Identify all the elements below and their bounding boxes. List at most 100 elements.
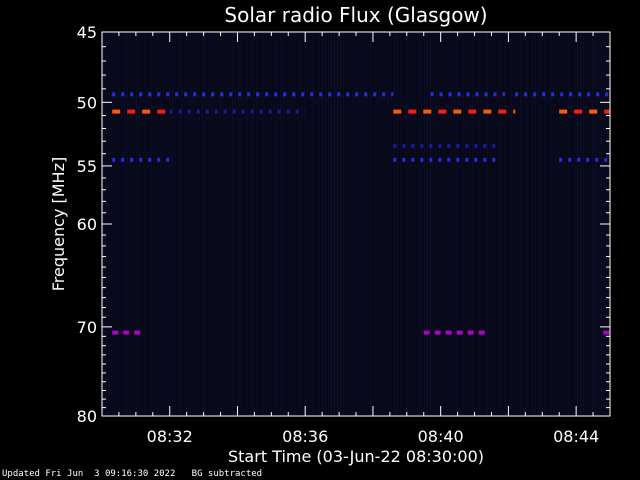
y-tick-label: 60 bbox=[77, 215, 97, 234]
band-mark bbox=[268, 109, 272, 114]
noise-column bbox=[133, 33, 134, 415]
noise-column bbox=[415, 33, 416, 415]
band-mark bbox=[259, 109, 263, 114]
noise-column bbox=[469, 33, 470, 415]
band-mark bbox=[502, 92, 505, 97]
noise-column bbox=[145, 33, 146, 415]
band-mark bbox=[393, 144, 397, 149]
noise-column bbox=[538, 33, 539, 415]
x-axis-label: Start Time (03-Jun-22 08:30:00) bbox=[228, 447, 484, 466]
noise-column bbox=[301, 33, 302, 415]
noise-column bbox=[475, 33, 476, 415]
band-mark bbox=[169, 109, 173, 114]
band-mark bbox=[542, 92, 546, 97]
noise-column bbox=[169, 33, 170, 415]
band-mark bbox=[157, 109, 166, 114]
noise-column bbox=[244, 33, 245, 415]
band-mark bbox=[423, 109, 432, 114]
noise-column bbox=[157, 33, 158, 415]
noise-column bbox=[229, 33, 230, 415]
band-mark bbox=[423, 330, 430, 335]
band-mark bbox=[256, 92, 260, 97]
noise-column bbox=[289, 33, 290, 415]
band-mark bbox=[456, 144, 460, 149]
noise-column bbox=[319, 33, 320, 415]
noise-column bbox=[112, 33, 113, 415]
noise-column bbox=[349, 33, 350, 415]
noise-column bbox=[481, 33, 482, 415]
noise-column bbox=[385, 33, 386, 415]
noise-column bbox=[271, 33, 272, 415]
band-mark bbox=[283, 92, 287, 97]
noise-column bbox=[352, 33, 353, 415]
noise-column bbox=[547, 33, 548, 415]
band-mark bbox=[346, 92, 350, 97]
band-mark bbox=[123, 330, 130, 335]
noise-column bbox=[442, 33, 443, 415]
y-tick-label: 80 bbox=[77, 407, 97, 426]
band-mark bbox=[577, 157, 581, 162]
noise-column bbox=[262, 33, 263, 415]
noise-column bbox=[199, 33, 200, 415]
band-mark bbox=[301, 92, 305, 97]
band-mark bbox=[478, 330, 485, 335]
band-mark bbox=[187, 109, 191, 114]
band-mark bbox=[475, 92, 479, 97]
noise-column bbox=[163, 33, 164, 415]
y-tick-label: 50 bbox=[77, 93, 97, 112]
band-mark bbox=[112, 109, 121, 114]
band-mark bbox=[439, 92, 443, 97]
band-mark bbox=[166, 92, 170, 97]
noise-column bbox=[361, 33, 362, 415]
band-mark bbox=[524, 92, 528, 97]
noise-column bbox=[406, 33, 407, 415]
band-mark bbox=[483, 144, 487, 149]
noise-column bbox=[184, 33, 185, 415]
noise-column bbox=[226, 33, 227, 415]
noise-column bbox=[313, 33, 314, 415]
background-noise-columns bbox=[103, 33, 608, 415]
noise-column bbox=[595, 33, 596, 415]
band-mark bbox=[393, 109, 402, 114]
band-mark bbox=[456, 330, 463, 335]
noise-column bbox=[190, 33, 191, 415]
band-mark bbox=[250, 109, 254, 114]
band-mark bbox=[483, 157, 487, 162]
noise-column bbox=[397, 33, 398, 415]
noise-column bbox=[334, 33, 335, 415]
noise-column bbox=[589, 33, 590, 415]
noise-column bbox=[388, 33, 389, 415]
noise-column bbox=[409, 33, 410, 415]
band-mark bbox=[130, 157, 134, 162]
band-mark bbox=[286, 109, 290, 114]
noise-column bbox=[343, 33, 344, 415]
band-mark bbox=[382, 92, 386, 97]
noise-column bbox=[121, 33, 122, 415]
noise-column bbox=[583, 33, 584, 415]
noise-column bbox=[436, 33, 437, 415]
band-mark bbox=[134, 330, 141, 335]
noise-column bbox=[493, 33, 494, 415]
band-mark bbox=[466, 92, 470, 97]
noise-column bbox=[193, 33, 194, 415]
noise-column bbox=[253, 33, 254, 415]
band-mark bbox=[232, 109, 236, 114]
y-tick-label: 70 bbox=[77, 318, 97, 337]
noise-column bbox=[478, 33, 479, 415]
noise-column bbox=[427, 33, 428, 415]
band-mark bbox=[319, 92, 323, 97]
band-mark bbox=[474, 144, 478, 149]
band-mark bbox=[604, 109, 610, 114]
band-mark bbox=[205, 109, 209, 114]
noise-column bbox=[256, 33, 257, 415]
noise-column bbox=[127, 33, 128, 415]
band-mark bbox=[229, 92, 233, 97]
chart-title: Solar radio Flux (Glasgow) bbox=[224, 3, 487, 27]
band-mark bbox=[483, 109, 492, 114]
band-mark bbox=[560, 92, 564, 97]
noise-column bbox=[502, 33, 503, 415]
band-mark bbox=[559, 109, 568, 114]
y-tick-label: 45 bbox=[77, 23, 97, 42]
band-mark bbox=[429, 144, 433, 149]
band-mark bbox=[447, 157, 451, 162]
